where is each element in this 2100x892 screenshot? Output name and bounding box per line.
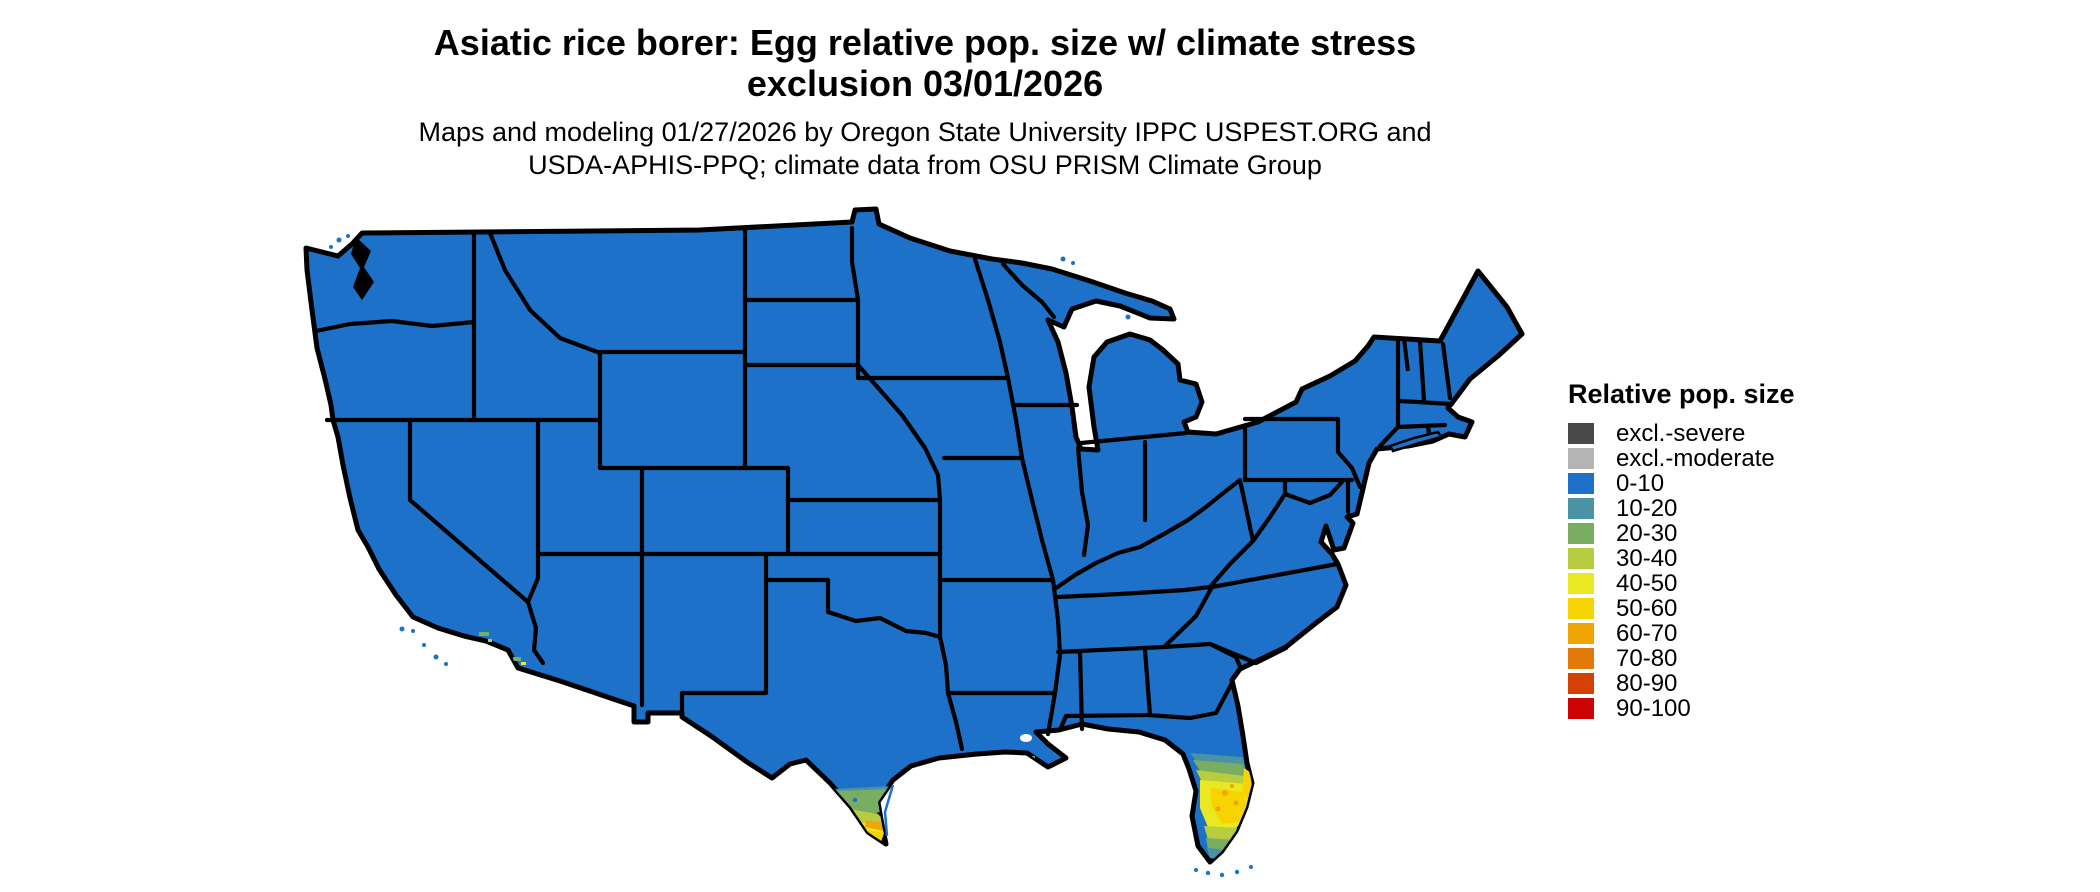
legend-swatch-30-40 [1568, 548, 1594, 569]
legend-label: 30-40 [1616, 545, 1678, 572]
legend-swatch-excl-severe [1568, 423, 1594, 444]
title-line-2: exclusion 03/01/2026 [746, 63, 1104, 104]
water-details [351, 237, 1410, 742]
legend-label: 20-30 [1616, 520, 1678, 547]
legend-swatch-20-30 [1568, 523, 1594, 544]
lake-pontchartrain [1020, 734, 1032, 742]
florida-hotspot [1190, 753, 1252, 860]
legend-swatch-90-100 [1568, 698, 1594, 719]
legend-label: excl.-moderate [1616, 445, 1775, 472]
legend-swatch-excl-moderate [1568, 448, 1594, 469]
legend-label: 50-60 [1616, 595, 1678, 622]
legend-label: 80-90 [1616, 670, 1678, 697]
florida-keys [1194, 865, 1253, 878]
legend-swatch-40-50 [1568, 573, 1594, 594]
legend-label: 10-20 [1616, 495, 1678, 522]
legend-row: 80-90 [1568, 671, 1898, 696]
subtitle-line-2: USDA-APHIS-PPQ; climate data from OSU PR… [528, 150, 1322, 180]
legend-row: 60-70 [1568, 621, 1898, 646]
legend-label: 60-70 [1616, 620, 1678, 647]
legend-row: 0-10 [1568, 471, 1898, 496]
legend-label: 70-80 [1616, 645, 1678, 672]
legend-row: 10-20 [1568, 496, 1898, 521]
legend: Relative pop. size excl.-severe excl.-mo… [1568, 380, 1898, 721]
legend-label: 0-10 [1616, 470, 1665, 497]
legend-swatch-50-60 [1568, 598, 1594, 619]
legend-swatch-80-90 [1568, 673, 1594, 694]
puget-sound [351, 237, 374, 300]
us-silhouette [303, 206, 1525, 865]
legend-row: 70-80 [1568, 646, 1898, 671]
legend-row: 90-100 [1568, 696, 1898, 721]
state-borders [313, 225, 1455, 752]
legend-swatch-70-80 [1568, 648, 1594, 669]
lake-champlain [1402, 338, 1410, 372]
legend-swatch-60-70 [1568, 623, 1594, 644]
title-line-1: Asiatic rice borer: Egg relative pop. si… [433, 22, 1417, 63]
legend-swatch-0-10 [1568, 473, 1594, 494]
legend-swatch-10-20 [1568, 498, 1594, 519]
texas-barrier-islands [883, 784, 895, 837]
legend-label: excl.-severe [1616, 420, 1746, 447]
legend-row: 40-50 [1568, 571, 1898, 596]
legend-label: 90-100 [1616, 695, 1691, 722]
page-subtitle: Maps and modeling 01/27/2026 by Oregon S… [300, 116, 1550, 182]
islands [329, 234, 1443, 878]
subtitle-line-1: Maps and modeling 01/27/2026 by Oregon S… [418, 117, 1432, 147]
legend-row: excl.-severe [1568, 421, 1898, 446]
legend-row: 50-60 [1568, 596, 1898, 621]
legend-label: 40-50 [1616, 570, 1678, 597]
page-title: Asiatic rice borer: Egg relative pop. si… [300, 22, 1550, 104]
long-island [1388, 430, 1443, 453]
legend-title: Relative pop. size [1568, 379, 1795, 409]
legend-row: excl.-moderate [1568, 446, 1898, 471]
legend-row: 20-30 [1568, 521, 1898, 546]
legend-row: 30-40 [1568, 546, 1898, 571]
